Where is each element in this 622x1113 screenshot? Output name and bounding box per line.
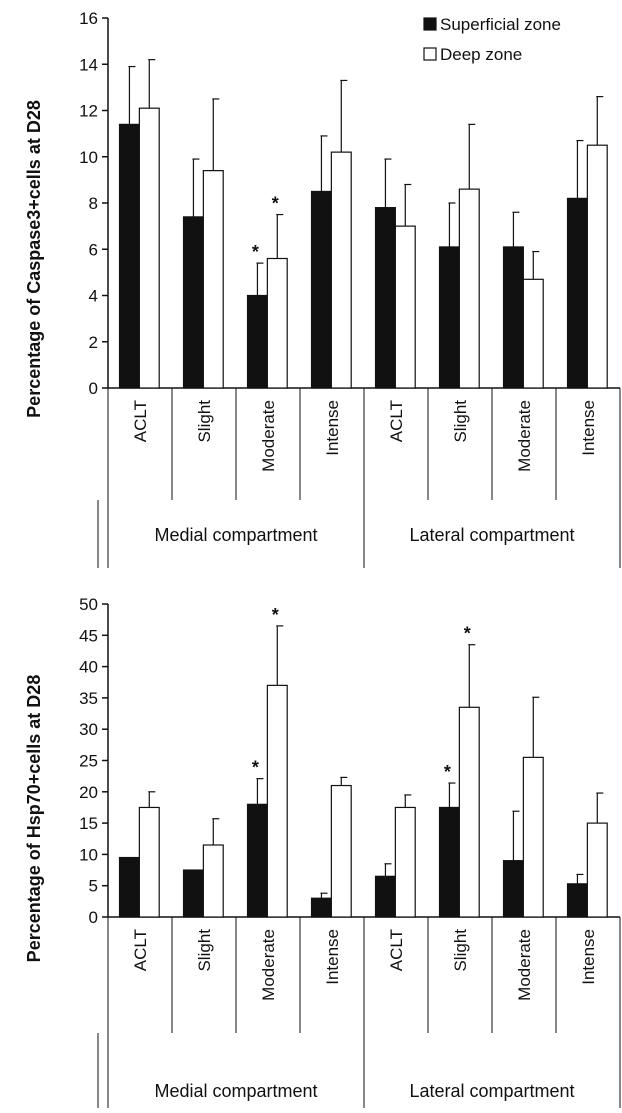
y-tick-label: 45	[79, 626, 98, 645]
category-label: Moderate	[259, 400, 278, 472]
legend-swatch	[423, 17, 437, 31]
bar	[374, 875, 396, 918]
bar	[522, 278, 544, 389]
y-tick-label: 50	[79, 595, 98, 614]
bar	[202, 844, 224, 918]
category-label: ACLT	[387, 929, 406, 971]
bar	[586, 144, 608, 389]
y-tick-label: 10	[79, 148, 98, 167]
bar	[330, 784, 352, 918]
y-tick-label: 35	[79, 689, 98, 708]
y-tick-label: 8	[89, 194, 98, 213]
bar	[330, 151, 352, 389]
group-label: Medial compartment	[154, 525, 317, 545]
category-label: Moderate	[515, 400, 534, 472]
y-tick-label: 25	[79, 752, 98, 771]
bar	[458, 706, 480, 918]
y-tick-label: 30	[79, 720, 98, 739]
bar	[310, 897, 332, 918]
y-tick-label: 40	[79, 658, 98, 677]
significance-star: *	[272, 605, 279, 625]
y-tick-label: 14	[79, 55, 98, 74]
y-axis-label: Percentage of Caspase3+cells at D28	[24, 100, 44, 418]
bar	[502, 860, 524, 918]
bar	[266, 257, 288, 389]
bar	[182, 216, 204, 389]
y-axis-label: Percentage of Hsp70+cells at D28	[24, 675, 44, 963]
significance-star: *	[464, 624, 471, 644]
y-tick-label: 5	[89, 877, 98, 896]
y-tick-label: 10	[79, 845, 98, 864]
legend-label: Superficial zone	[440, 15, 561, 34]
category-label: ACLT	[387, 400, 406, 442]
category-label: ACLT	[131, 400, 150, 442]
bar	[182, 869, 204, 918]
bar	[394, 225, 416, 389]
category-label: Slight	[195, 929, 214, 972]
bar	[566, 883, 588, 918]
group-label: Lateral compartment	[409, 525, 574, 545]
y-tick-label: 20	[79, 783, 98, 802]
y-tick-label: 15	[79, 814, 98, 833]
bar	[502, 246, 524, 389]
category-label: ACLT	[131, 929, 150, 971]
bar	[438, 806, 460, 918]
bar	[394, 806, 416, 918]
bar	[118, 856, 140, 918]
y-tick-label: 4	[89, 287, 98, 306]
category-label: Intense	[323, 400, 342, 456]
category-label: Slight	[451, 929, 470, 972]
group-label: Medial compartment	[154, 1081, 317, 1101]
bar	[246, 294, 268, 389]
y-tick-label: 6	[89, 240, 98, 259]
group-label: Lateral compartment	[409, 1081, 574, 1101]
bar	[374, 207, 396, 389]
y-tick-label: 2	[89, 333, 98, 352]
bar	[138, 806, 160, 918]
bar	[266, 684, 288, 918]
category-label: Intense	[579, 400, 598, 456]
caspase3-chart: 0 2 4 6 8 10 12 14 16 ACLT Slight Moderate Intense AC…	[24, 9, 621, 568]
category-label: Moderate	[259, 929, 278, 1001]
bar	[586, 822, 608, 918]
y-tick-label: 16	[79, 9, 98, 28]
legend-label: Deep zone	[440, 45, 522, 64]
bar	[118, 123, 140, 389]
category-label: Intense	[579, 929, 598, 985]
category-label: Slight	[195, 400, 214, 443]
category-label: Intense	[323, 929, 342, 985]
bar	[438, 246, 460, 389]
significance-star: *	[272, 194, 279, 214]
bar	[458, 188, 480, 389]
bar	[202, 170, 224, 389]
bar	[138, 107, 160, 389]
category-label: Slight	[451, 400, 470, 443]
category-label: Moderate	[515, 929, 534, 1001]
hsp70-chart: 0 5 10 15 20 25 30 35 40 45 50 ACLT Slight Moderate In…	[24, 595, 621, 1108]
legend-swatch	[423, 47, 437, 61]
significance-star: *	[252, 758, 259, 778]
y-tick-label: 0	[89, 379, 98, 398]
significance-star: *	[444, 762, 451, 782]
bar	[246, 803, 268, 918]
bar	[310, 190, 332, 389]
y-tick-label: 0	[89, 908, 98, 927]
bar	[522, 756, 544, 918]
bar	[566, 197, 588, 389]
y-tick-label: 12	[79, 102, 98, 121]
significance-star: *	[252, 242, 259, 262]
